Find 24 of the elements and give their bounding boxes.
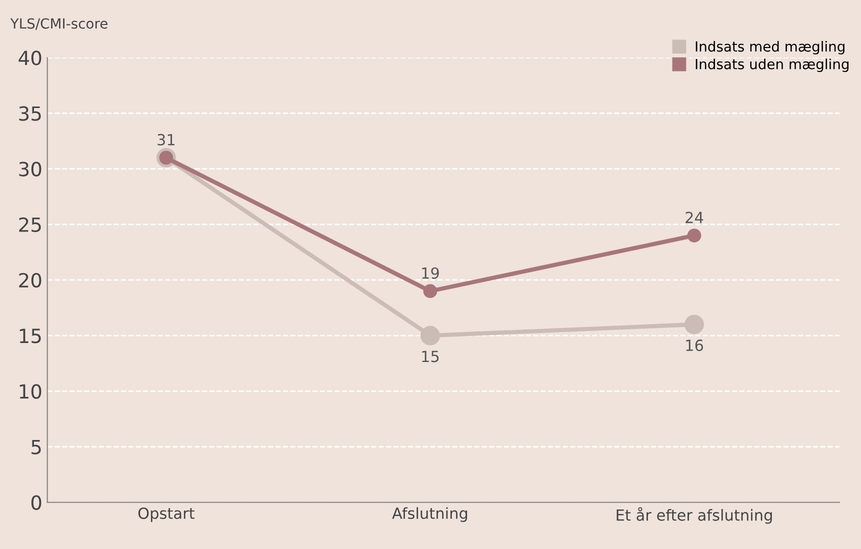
point <box>423 284 438 298</box>
legend-label: Indsats uden mægling <box>696 58 848 72</box>
y-tick-label: 40 <box>18 50 42 66</box>
y-tick-label: 20 <box>19 272 42 288</box>
y-tick-label: 5 <box>32 440 41 454</box>
y-tick-label: 0 <box>31 495 42 510</box>
y-tick-label: 10 <box>20 384 42 399</box>
x-tick-label: Afslutning <box>392 507 468 522</box>
point <box>687 228 702 242</box>
y-axis-title: YLS/CMI-score <box>10 18 108 30</box>
y-tick-label: 35 <box>19 106 41 121</box>
data-label: 19 <box>422 267 439 279</box>
x-tick-label: Et år efter afslutning <box>616 507 772 524</box>
x-tick-label: Opstart <box>138 507 194 522</box>
y-tick-label: 30 <box>19 162 42 176</box>
data-label: 31 <box>158 134 174 146</box>
y-tick-label: 15 <box>20 328 41 344</box>
data-label: 15 <box>422 350 439 362</box>
point <box>420 326 440 346</box>
data-label: 24 <box>686 212 704 224</box>
data-label: 16 <box>686 340 704 352</box>
legend-label: Indsats med mægling <box>696 40 844 54</box>
y-tick-label: 25 <box>19 217 41 232</box>
point <box>684 314 704 334</box>
